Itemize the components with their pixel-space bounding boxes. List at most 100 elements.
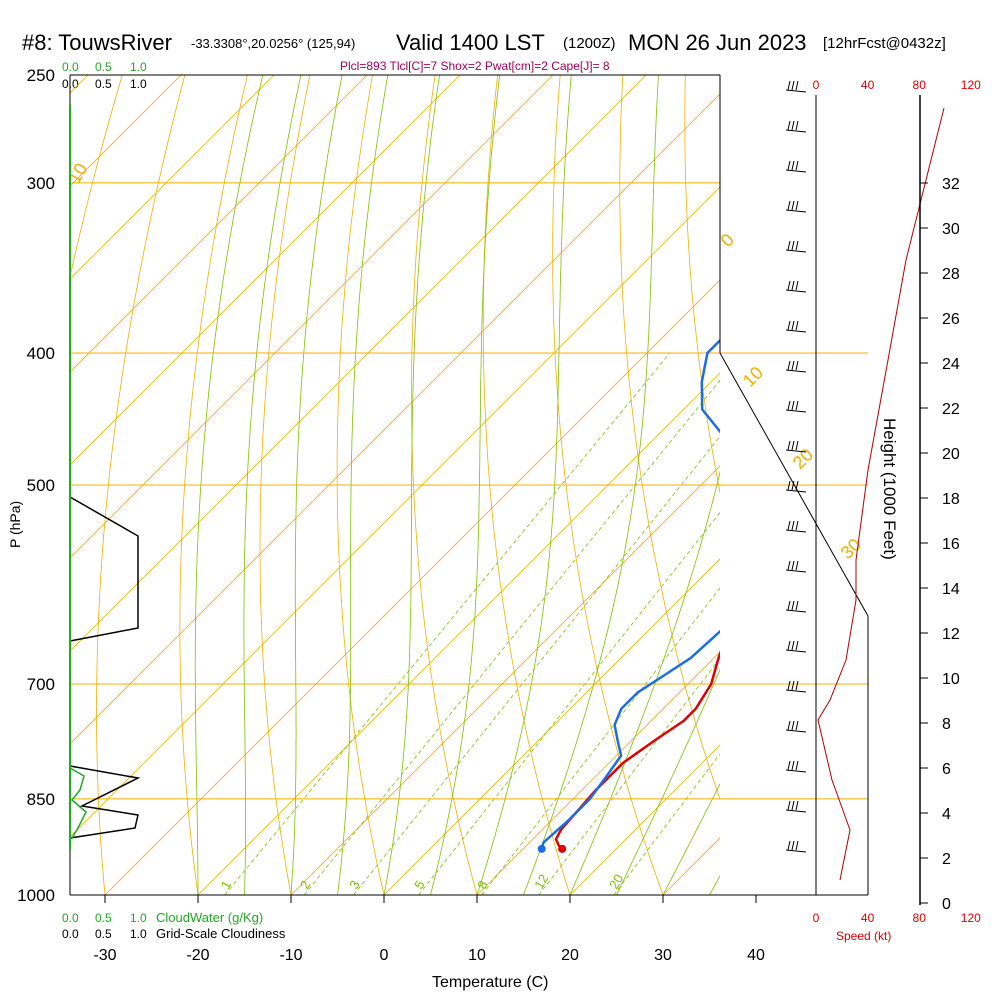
moist-adiabat-line <box>662 783 720 895</box>
height-tick-label: 8 <box>942 716 951 733</box>
wind-barb <box>785 680 807 693</box>
wind-barb <box>785 160 807 173</box>
wind-barb <box>785 720 807 733</box>
height-tick-label: 6 <box>942 761 951 778</box>
wind-barb <box>785 400 807 413</box>
cloudiness-label: Grid-Scale Cloudiness <box>156 926 286 941</box>
height-tick-label: 14 <box>942 581 960 598</box>
wind-speed-profile <box>817 107 945 881</box>
moist-adiabat-line <box>290 75 343 895</box>
cloudiness-outline <box>69 765 141 839</box>
height-tick-label: 0 <box>942 896 951 913</box>
x-tick-label: -30 <box>93 947 116 964</box>
x-tick-label: -20 <box>186 947 209 964</box>
height-tick-label: 32 <box>942 176 960 193</box>
dry-adiabat-line <box>552 75 664 895</box>
speed-tick-top: 0 <box>813 78 820 92</box>
valid-zulu: (1200Z) <box>563 35 616 52</box>
top-cloudwater-tick: 0.0 <box>62 60 79 74</box>
speed-tick-bottom: 80 <box>913 911 927 925</box>
x-tick-label: 20 <box>561 947 579 964</box>
top-cloudwater-tick: 1.0 <box>130 60 147 74</box>
x-tick-label: 30 <box>654 947 672 964</box>
top-cloudiness-tick: 0.5 <box>95 77 112 91</box>
pressure-tick-label: 300 <box>27 174 55 193</box>
mixing-ratio-line <box>353 435 720 895</box>
speed-tick-top: 120 <box>961 78 981 92</box>
dry-adiabat-line <box>482 75 571 895</box>
height-tick-label: 24 <box>942 356 960 373</box>
top-cloudwater-tick: 0.5 <box>95 60 112 74</box>
mixing-ratio-label: 20 <box>606 872 626 892</box>
mixing-ratio-line <box>224 352 671 895</box>
cloud-profile <box>69 496 141 839</box>
isotherm-line <box>70 75 275 280</box>
mixing-ratio-label: 5 <box>411 878 428 892</box>
isotherm-line <box>476 651 720 895</box>
wind-barb <box>785 560 807 573</box>
mixing-ratio-label: 1 <box>218 878 235 892</box>
dewpoint-profile <box>540 338 720 850</box>
moist-adiabat-line <box>243 75 302 895</box>
indices-line: Plcl=893 Tlcl[C]=7 Shox=2 Pwat[cm]=2 Cap… <box>340 59 610 73</box>
isotherm-label: 30 <box>837 535 865 563</box>
dry-adiabat-line <box>96 75 186 895</box>
pressure-tick-label: 400 <box>27 344 55 363</box>
moist-adiabat-line <box>194 75 264 895</box>
wind-barb <box>785 80 807 93</box>
x-tick-label: 0 <box>380 947 389 964</box>
mixing-ratio-line <box>481 587 720 895</box>
wind-barb <box>785 760 807 773</box>
forecast-info: [12hrFcst@0432z] <box>823 35 946 52</box>
wind-barb <box>785 200 807 213</box>
height-tick-label: 28 <box>942 266 960 283</box>
dry-adiabat-line <box>411 75 478 895</box>
station-title: #8: TouwsRiver <box>22 30 172 55</box>
cloudwater-tick: 0.5 <box>95 911 112 925</box>
wind-barb <box>785 640 807 653</box>
mixing-ratio-line <box>418 511 720 895</box>
cloudiness-tick: 1.0 <box>130 927 147 941</box>
isotherm-line <box>70 75 368 373</box>
dry-adiabat-line <box>619 75 720 801</box>
height-tick-label: 10 <box>942 671 960 688</box>
wind-barb <box>785 240 807 253</box>
right-axis-diagonal <box>719 352 869 895</box>
surface-temperature-point <box>558 844 567 853</box>
top-cloudiness-ticks: 0.0 0.5 1.0 <box>62 77 147 91</box>
speed-tick-bottom: 0 <box>813 911 820 925</box>
top-cloudiness-tick: 0.0 <box>62 77 79 91</box>
x-axis-ticks: -30 -20 -10 0 10 20 30 40 <box>93 895 765 964</box>
cloudiness-outline <box>69 496 139 642</box>
moist-adiabat-line <box>476 75 572 895</box>
isotherm-line <box>849 75 1000 895</box>
cloudwater-label: CloudWater (g/Kg) <box>156 910 263 925</box>
wind-barb <box>785 480 807 493</box>
wind-barb <box>785 440 807 453</box>
cloudwater-tick: 1.0 <box>130 911 147 925</box>
cloudwater-tick: 0.0 <box>62 911 79 925</box>
top-cloudiness-tick: 1.0 <box>130 77 147 91</box>
wind-barb <box>785 120 807 133</box>
height-tick-label: 26 <box>942 311 960 328</box>
pressure-tick-label: 1000 <box>17 886 55 905</box>
height-axis-label: Height (1000 Feet) <box>880 418 899 560</box>
pressure-tick-label: 500 <box>27 476 55 495</box>
mixing-ratio-line <box>538 657 720 895</box>
pressure-tick-label: 250 <box>27 66 55 85</box>
mixing-ratio-line <box>613 753 720 895</box>
station-coords: -33.3308°,20.0256° (125,94) <box>191 36 355 51</box>
wind-barb <box>785 520 807 533</box>
wind-barb <box>785 600 807 613</box>
wind-barb <box>785 280 807 293</box>
moist-adiabat-line <box>430 75 501 895</box>
x-tick-label: 40 <box>747 947 765 964</box>
wind-barb <box>785 840 807 853</box>
wind-barb <box>785 360 807 373</box>
dry-adiabat-line <box>684 75 720 495</box>
y-axis-label: P (hPa) <box>7 501 23 548</box>
isotherm-line <box>383 558 720 895</box>
pressure-tick-label: 700 <box>27 675 55 694</box>
